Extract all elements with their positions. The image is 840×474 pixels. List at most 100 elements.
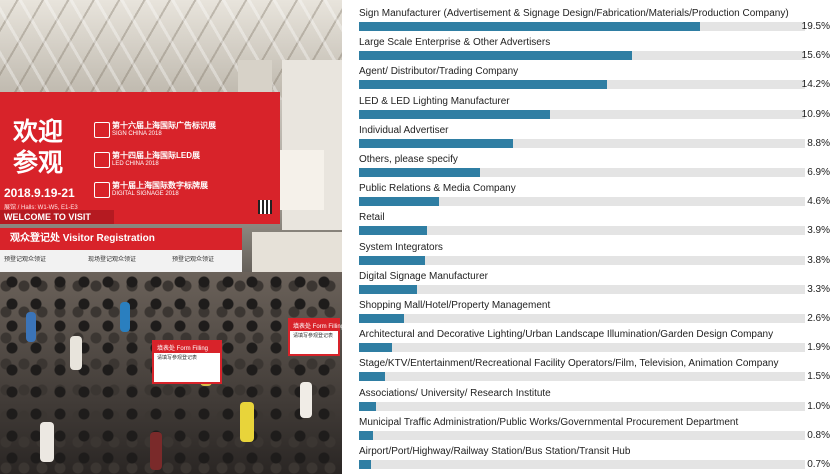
bar-track [359, 284, 805, 294]
value-label: 6.9% [807, 167, 830, 178]
show-sign-china: 第十六届上海国际广告标识展 SIGN CHINA 2018 [94, 120, 216, 138]
category-label: Agent/ Distributor/Trading Company [359, 66, 519, 78]
show-name-en: LED CHINA 2018 [112, 161, 159, 167]
category-label: Others, please specify [359, 154, 458, 165]
bar-track [359, 51, 805, 61]
bar [359, 197, 439, 207]
visitor [240, 402, 254, 442]
bar-row: Retail 3.9% [359, 204, 830, 236]
bar-track [359, 80, 805, 90]
bar-row: LED & LED Lighting Manufacturer 10.9% [359, 88, 830, 120]
value-label: 1.9% [807, 342, 830, 354]
visitor [40, 422, 54, 462]
registration-counters: 预登记观众领证 现场登记观众领证 预登记观众领证 [0, 250, 242, 274]
side-display-panel [280, 150, 324, 210]
visitor [70, 336, 82, 370]
bar-track [359, 255, 805, 265]
bar-row: Architectural and Decorative Lighting/Ur… [359, 321, 830, 354]
bar [359, 168, 480, 177]
value-label: 10.9% [801, 108, 830, 120]
category-label: System Integrators [359, 241, 443, 253]
bar [359, 284, 417, 294]
bar-track [359, 138, 805, 148]
show-name-cn: 第十六届上海国际广告标识展 [112, 121, 216, 130]
category-label: Public Relations & Media Company [359, 183, 516, 195]
visitor [26, 312, 36, 342]
bar-track [359, 197, 805, 207]
bar-row: System Integrators 3.8% [359, 234, 830, 266]
bar [359, 460, 371, 469]
banner-halls: 展馆 / Halls: W1-W5, E1-E3 [4, 205, 78, 211]
bar-track [359, 314, 805, 323]
form-filling-sign: 填表处 Form Filling 请填写参观登记表 [152, 340, 222, 384]
visitor [150, 432, 162, 470]
category-label: Associations/ University/ Research Insti… [359, 387, 551, 399]
sign-text: 请填写参观登记表 [157, 355, 198, 361]
bar-row: Others, please specify 6.9% [359, 146, 830, 178]
category-label: Retail [359, 212, 385, 224]
bar [359, 401, 376, 411]
bar-track [359, 401, 805, 411]
bar-row: Individual Advertiser 8.8% [359, 117, 830, 149]
bar-track [359, 343, 805, 353]
welcome-banner: 欢迎参观 2018.9.19-21 展馆 / Halls: W1-W5, E1-… [0, 92, 280, 224]
category-label: Airport/Port/Highway/Railway Station/Bus… [359, 446, 631, 457]
value-label: 8.8% [807, 137, 830, 149]
category-label: Large Scale Enterprise & Other Advertise… [359, 37, 551, 49]
category-label: Architectural and Decorative Lighting/Ur… [359, 329, 774, 341]
show-logo-icon [94, 182, 110, 198]
bar [359, 314, 404, 323]
banner-welcome-en: WELCOME TO VISIT [0, 210, 114, 224]
counter-label: 预登记观众领证 [172, 257, 215, 263]
bar-row: Stage/KTV/Entertainment/Recreational Fac… [359, 350, 830, 383]
category-label: Stage/KTV/Entertainment/Recreational Fac… [359, 358, 779, 370]
value-label: 4.6% [807, 196, 830, 208]
banner-welcome-cn: 欢迎参观 [12, 117, 63, 177]
sign-header: 填表处 Form Filling [154, 342, 220, 353]
value-label: 15.6% [801, 50, 830, 62]
value-label: 19.5% [801, 21, 830, 32]
show-name-en: DIGITAL SIGNAGE 2018 [112, 191, 179, 197]
sign-text: 请填写参观登记表 [293, 333, 334, 339]
exhibition-photo: 欢迎参观 2018.9.19-21 展馆 / Halls: W1-W5, E1-… [0, 0, 342, 474]
bar-row: Sign Manufacturer (Advertisement & Signa… [359, 0, 830, 32]
value-label: 0.8% [807, 429, 830, 441]
bar-row: Agent/ Distributor/Trading Company 14.2% [359, 58, 830, 91]
category-label: Individual Advertiser [359, 124, 449, 136]
bar-row: Municipal Traffic Administration/Public … [359, 409, 830, 441]
value-label: 0.7% [807, 459, 830, 470]
value-label: 1.0% [807, 400, 830, 412]
counter-label: 现场登记观众领证 [88, 257, 137, 263]
show-digital-signage: 第十届上海国际数字标牌展 DIGITAL SIGNAGE 2018 [94, 180, 208, 198]
sign-header: 填表处 Form Filling [290, 320, 342, 331]
counter-label: 预登记观众领证 [4, 257, 47, 263]
bar-row: Associations/ University/ Research Insti… [359, 380, 830, 412]
bar-track [359, 168, 805, 177]
bar [359, 372, 385, 382]
bar-row: Airport/Port/Highway/Railway Station/Bus… [359, 438, 830, 470]
bar-row: Public Relations & Media Company 4.6% [359, 175, 830, 208]
category-label: LED & LED Lighting Manufacturer [359, 95, 510, 107]
hall-wall [252, 232, 342, 272]
form-filling-sign: 填表处 Form Filling 请填写参观登记表 [288, 318, 342, 356]
bar [359, 430, 373, 440]
value-label: 14.2% [801, 79, 830, 91]
show-name-cn: 第十四届上海国际LED展 [112, 151, 200, 160]
bar-row: Large Scale Enterprise & Other Advertise… [359, 29, 830, 62]
bar-track [359, 372, 805, 382]
category-label: Digital Signage Manufacturer [359, 270, 488, 282]
category-label: Municipal Traffic Administration/Public … [359, 416, 739, 428]
bar-track [359, 430, 805, 440]
show-name-en: SIGN CHINA 2018 [112, 131, 162, 137]
value-label: 3.3% [807, 283, 830, 295]
bar [359, 255, 425, 265]
value-label: 1.5% [807, 371, 830, 383]
bar-track [359, 109, 805, 119]
bar [359, 226, 427, 236]
bar-row: Digital Signage Manufacturer 3.3% [359, 263, 830, 295]
bar-track [359, 22, 805, 31]
category-label: Shopping Mall/Hotel/Property Management [359, 300, 551, 311]
category-label: Sign Manufacturer (Advertisement & Signa… [359, 8, 789, 19]
bar [359, 138, 513, 148]
value-label: 2.6% [807, 313, 830, 324]
